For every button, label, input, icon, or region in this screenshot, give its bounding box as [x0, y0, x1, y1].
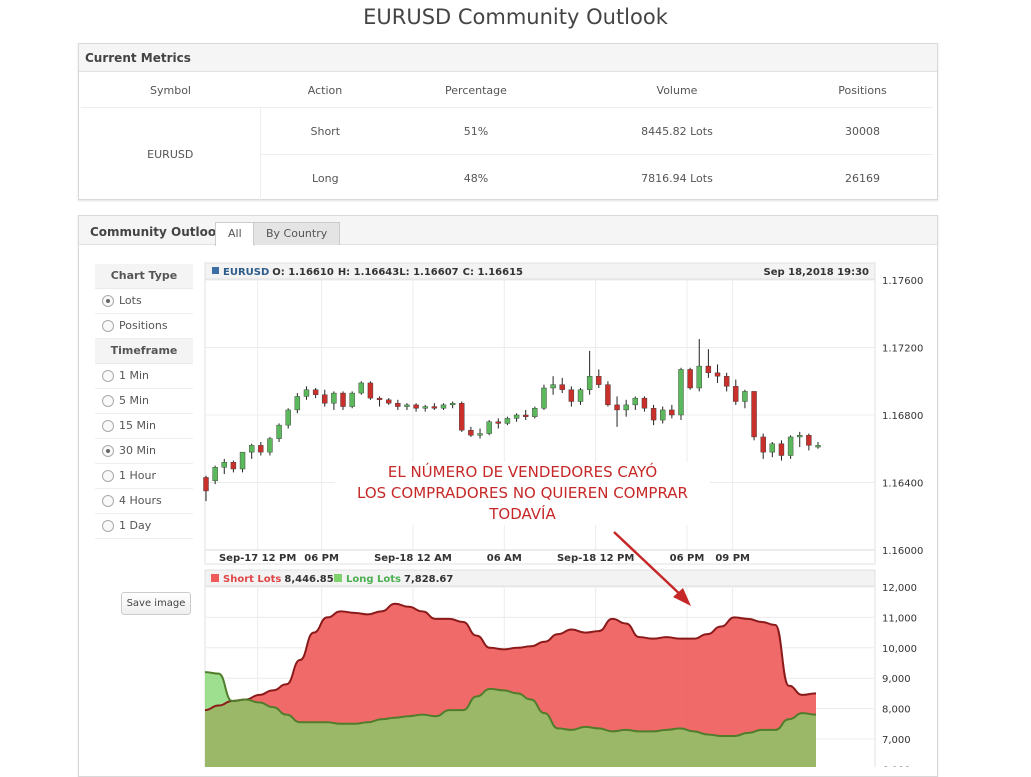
- community-outlook-header: Community Outlook All By Country: [79, 216, 937, 246]
- option-label: Positions: [119, 319, 168, 332]
- current-metrics-panel: Current Metrics Symbol Action Percentage…: [78, 43, 938, 201]
- timeframe-1min-option[interactable]: 1 Min: [95, 364, 193, 389]
- community-outlook-title: Community Outlook: [90, 225, 225, 239]
- radio-icon[interactable]: [102, 370, 114, 382]
- col-percentage: Percentage: [390, 74, 562, 108]
- current-metrics-title: Current Metrics: [85, 51, 191, 65]
- table-row: EURUSD Short 51% 8445.82 Lots 30008: [81, 107, 933, 201]
- positions-cell: 30008: [792, 107, 933, 155]
- radio-icon[interactable]: [102, 520, 114, 532]
- action-cell: Short: [260, 107, 390, 155]
- option-label: 1 Hour: [119, 469, 156, 482]
- timeframe-15min-option[interactable]: 15 Min: [95, 414, 193, 439]
- radio-icon[interactable]: [102, 420, 114, 432]
- page-title: EURUSD Community Outlook: [363, 5, 668, 29]
- timeframe-4hours-option[interactable]: 4 Hours: [95, 489, 193, 514]
- table-row: Long 48% 7816.94 Lots 26169: [81, 155, 933, 202]
- annotation-line-1: EL NÚMERO DE VENDEDORES CAYÓ: [387, 463, 658, 481]
- volume-cell: 8445.82 Lots: [562, 107, 792, 155]
- volume-cell: 7816.94 Lots: [641, 171, 713, 185]
- action-cell: Long: [311, 171, 339, 185]
- radio-icon[interactable]: [102, 320, 114, 332]
- percentage-cell: 51%: [390, 107, 562, 155]
- chart-options-sidebar: Chart Type Lots Positions Timeframe 1 Mi…: [95, 264, 193, 615]
- col-volume: Volume: [562, 74, 792, 108]
- annotation-text: EL NÚMERO DE VENDEDORES CAYÓ LOS COMPRAD…: [335, 462, 710, 525]
- timeframe-heading: Timeframe: [95, 339, 193, 364]
- tab-all[interactable]: All: [215, 222, 255, 246]
- option-label: 1 Day: [119, 519, 152, 532]
- radio-icon[interactable]: [102, 395, 114, 407]
- timeframe-30min-option[interactable]: 30 Min: [95, 439, 193, 464]
- option-label: 4 Hours: [119, 494, 162, 507]
- timeframe-5min-option[interactable]: 5 Min: [95, 389, 193, 414]
- annotation-line-2: LOS COMPRADORES NO QUIEREN COMPRAR: [357, 484, 688, 502]
- radio-selected-icon[interactable]: [102, 295, 114, 307]
- col-symbol: Symbol: [81, 74, 260, 108]
- timeframe-1day-option[interactable]: 1 Day: [95, 514, 193, 539]
- option-label: 5 Min: [119, 394, 150, 407]
- option-label: Lots: [119, 294, 142, 307]
- symbol-cell: EURUSD: [81, 107, 261, 201]
- positions-cell: 26169: [845, 171, 880, 185]
- chart-type-lots-option[interactable]: Lots: [95, 289, 193, 314]
- timeframe-1hour-option[interactable]: 1 Hour: [95, 464, 193, 489]
- percentage-cell: 48%: [463, 171, 489, 185]
- annotation-line-3: TODAVÍA: [489, 505, 556, 523]
- radio-icon[interactable]: [102, 470, 114, 482]
- radio-selected-icon[interactable]: [102, 445, 114, 457]
- option-label: 30 Min: [119, 444, 157, 457]
- current-metrics-header: Current Metrics: [79, 44, 937, 72]
- save-image-button[interactable]: Save image: [121, 592, 191, 615]
- col-positions: Positions: [792, 74, 933, 108]
- metrics-header-row: Symbol Action Percentage Volume Position…: [81, 74, 933, 108]
- col-action: Action: [260, 74, 390, 108]
- radio-icon[interactable]: [102, 495, 114, 507]
- chart-type-heading: Chart Type: [95, 264, 193, 289]
- metrics-table: Symbol Action Percentage Volume Position…: [81, 74, 933, 201]
- tab-by-country[interactable]: By Country: [253, 222, 341, 245]
- option-label: 1 Min: [119, 369, 150, 382]
- chart-type-positions-option[interactable]: Positions: [95, 314, 193, 339]
- option-label: 15 Min: [119, 419, 157, 432]
